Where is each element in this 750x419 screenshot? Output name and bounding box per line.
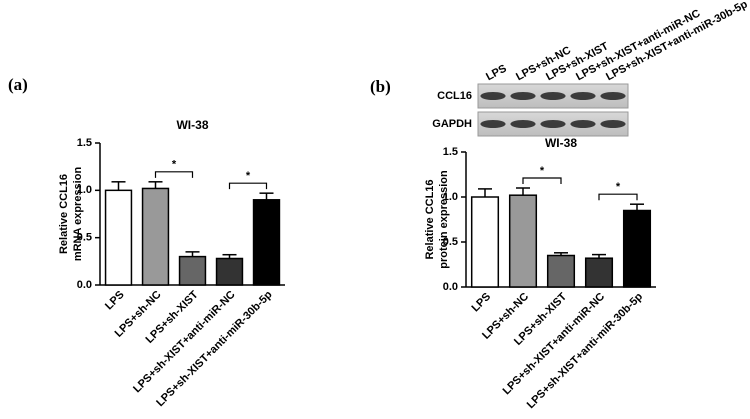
y-axis-label: mRNA expression (72, 167, 84, 262)
blot-band (510, 120, 536, 128)
significance-bracket (228, 182, 268, 190)
y-axis-label: protein expression (438, 170, 450, 269)
bar (104, 189, 133, 286)
bar (215, 257, 244, 286)
blot-band (600, 120, 626, 128)
blot-row-label: GAPDH (432, 118, 472, 130)
significance-label: * (616, 181, 621, 193)
x-tick-label: LPS (470, 291, 494, 315)
significance-bracket (154, 171, 194, 178)
y-tick-label: 0.0 (77, 279, 92, 291)
y-axis-label: Relative CCL16 (424, 179, 436, 259)
significance-label: * (172, 159, 177, 171)
significance-bracket (522, 177, 562, 184)
blot-band (540, 92, 566, 100)
blot-row-label: CCL16 (437, 90, 472, 102)
chart-title: WI-38 (176, 118, 208, 132)
blot-band (480, 120, 506, 128)
bar (470, 196, 500, 288)
y-tick-label: 1.5 (443, 146, 458, 158)
bar (508, 194, 538, 288)
bar (178, 255, 207, 286)
blot-band (480, 92, 506, 100)
bar (141, 187, 170, 286)
panel-label: (a) (8, 75, 28, 94)
y-tick-label: 0.0 (443, 281, 458, 293)
blot-band (510, 92, 536, 100)
bar (584, 257, 614, 288)
y-tick-label: 1.0 (77, 184, 92, 196)
blot-band (570, 92, 596, 100)
blot-band (570, 120, 596, 128)
blot-lane-label: LPS+sh-XIST+anti-miR-30b-5p (604, 0, 750, 83)
y-tick-label: 1.5 (77, 137, 92, 149)
significance-bracket (598, 193, 638, 201)
chart-title: WI-38 (545, 136, 577, 150)
significance-label: * (540, 165, 545, 177)
x-tick-label: LPS (103, 289, 127, 313)
y-tick-label: 1.0 (443, 191, 458, 203)
blot-band (600, 92, 626, 100)
bar (622, 209, 652, 288)
blot-band (540, 120, 566, 128)
panel-label: (b) (370, 77, 391, 96)
bar (252, 199, 281, 286)
blot-lane-label: LPS (484, 63, 509, 84)
bar (546, 254, 576, 288)
significance-label: * (246, 170, 251, 182)
y-tick-label: 0.5 (443, 236, 458, 248)
y-tick-label: 0.5 (77, 232, 92, 244)
y-axis-label: Relative CCL16 (58, 174, 70, 254)
